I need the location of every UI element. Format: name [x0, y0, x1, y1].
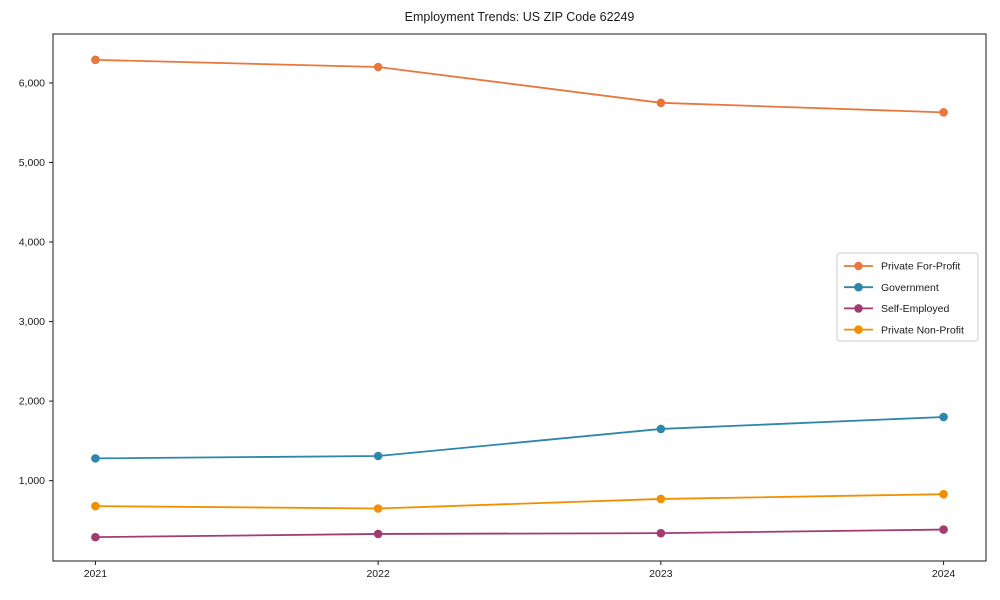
data-point-self-employed-2024 [939, 525, 948, 534]
data-point-private-for-profit-2024 [939, 108, 948, 117]
chart-title: Employment Trends: US ZIP Code 62249 [404, 10, 635, 24]
data-point-government-2021 [91, 454, 100, 463]
legend-marker-government [854, 282, 863, 292]
y-tick-label: 4,000 [19, 237, 45, 249]
x-tick-label: 2022 [366, 568, 390, 580]
data-point-private-non-profit-2022 [373, 504, 383, 513]
data-point-government-2023 [656, 424, 666, 434]
data-point-self-employed-2022 [373, 529, 383, 539]
legend-label-private-for-profit: Private For-Profit [881, 261, 960, 273]
series-line-self-employed [95, 528, 944, 539]
data-point-government-2024 [939, 412, 948, 422]
series-line-government [95, 416, 944, 460]
y-tick-label: 1,000 [19, 475, 45, 487]
data-point-private-non-profit-2021 [91, 501, 100, 511]
data-point-government-2022 [373, 451, 383, 461]
x-tick-label: 2024 [932, 568, 956, 580]
x-tick-label: 2023 [649, 568, 673, 580]
legend-label-government: Government [881, 282, 939, 294]
y-tick-label: 2,000 [19, 396, 45, 408]
plot-frame [52, 33, 987, 562]
data-point-private-non-profit-2024 [939, 489, 948, 499]
y-tick-label: 6,000 [19, 77, 45, 89]
y-tick-label: 5,000 [19, 157, 45, 169]
y-tick-label: 3,000 [19, 316, 45, 328]
series-line-private-for-profit [95, 58, 944, 114]
x-tick-label: 2021 [84, 568, 108, 580]
data-point-private-non-profit-2023 [656, 494, 666, 504]
data-point-self-employed-2023 [656, 528, 666, 538]
data-point-private-for-profit-2023 [656, 98, 666, 108]
legend-marker-private-for-profit [854, 261, 863, 271]
series-line-private-non-profit [95, 493, 944, 510]
data-point-self-employed-2021 [91, 532, 100, 542]
legend-label-private-non-profit: Private Non-Profit [881, 324, 964, 336]
legend-marker-self-employed [854, 304, 863, 313]
legend [836, 252, 979, 342]
legend-marker-private-non-profit [854, 325, 863, 334]
data-point-private-for-profit-2022 [373, 62, 383, 72]
data-point-private-for-profit-2021 [91, 55, 100, 65]
legend-label-self-employed: Self-Employed [881, 303, 949, 315]
